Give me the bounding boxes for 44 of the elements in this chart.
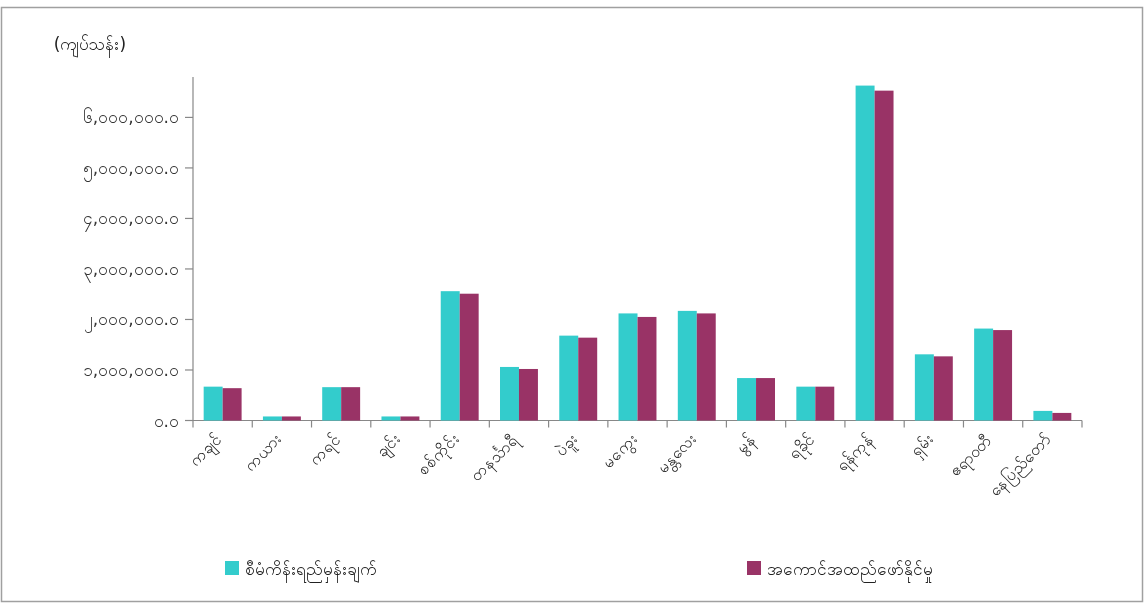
- y-tick-label: ၀.၀: [153, 410, 179, 431]
- bar: [203, 386, 223, 421]
- bar: [796, 386, 816, 421]
- bar: [500, 366, 519, 421]
- bar: [815, 386, 835, 421]
- y-tick-label: ၁,၀၀၀,၀၀၀.၀: [82, 359, 179, 380]
- bar: [262, 416, 282, 421]
- bar: [974, 328, 994, 421]
- bar: [637, 316, 657, 421]
- y-axis-title: (ကျပ်သန်း): [53, 34, 127, 58]
- bar: [756, 378, 775, 421]
- bar: [993, 330, 1013, 421]
- y-tick-label: ၅,၀၀၀,၀၀၀.၀: [82, 157, 179, 182]
- bar: [677, 310, 697, 421]
- bar: [341, 387, 361, 421]
- bar: [578, 337, 598, 421]
- x-tick-label: ချင်း: [372, 429, 406, 464]
- bar: [855, 85, 875, 421]
- bar: [874, 90, 894, 421]
- bar: [1033, 410, 1053, 421]
- x-tick-label: ရှမ်း: [906, 429, 939, 463]
- y-tick-label: ၂,၀၀၀,၀၀၀.၀: [83, 309, 179, 334]
- bar: [459, 293, 479, 421]
- bar: [737, 378, 757, 421]
- bar: [618, 313, 638, 421]
- y-tick-label: ၃,၀၀၀,၀၀၀.၀: [82, 258, 179, 283]
- bar: [696, 313, 716, 421]
- bar: [281, 416, 301, 421]
- bar: [933, 356, 953, 421]
- bar: [1052, 412, 1072, 421]
- bar: [518, 368, 538, 421]
- x-tick-label: ပဲခူး: [551, 429, 584, 462]
- bar: [400, 416, 420, 421]
- bar: [440, 291, 460, 421]
- bar: [381, 416, 401, 421]
- bar: [914, 354, 934, 421]
- bar: [222, 388, 242, 421]
- legend-label: စီမံကိန်းရည်မှန်းချက်: [245, 559, 377, 583]
- bar: [559, 335, 579, 421]
- y-tick-label: ၄,၀၀၀,၀၀၀.၀: [82, 208, 179, 233]
- y-tick-label: ၆,၀၀၀,၀၀၀.၀: [82, 107, 179, 128]
- bar: [322, 387, 342, 421]
- legend-label: အကောင်အထည်ဖော်နိုင်မှု: [767, 559, 933, 583]
- x-tick-label: မွန်: [731, 429, 761, 459]
